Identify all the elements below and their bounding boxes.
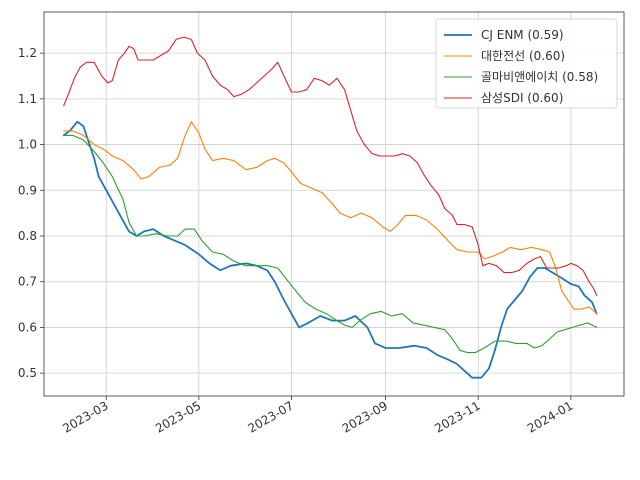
legend-label: 대한전선 (0.60) xyxy=(481,49,565,63)
legend-label: 삼성SDI (0.60) xyxy=(481,91,563,105)
series-line-0 xyxy=(62,120,598,379)
y-tick-label: 1.2 xyxy=(18,46,37,60)
series-layer xyxy=(62,36,598,379)
y-tick-label: 0.7 xyxy=(18,275,37,289)
y-tick-label: 1.1 xyxy=(18,92,37,106)
y-tick-label: 0.6 xyxy=(18,320,37,334)
plot-frame xyxy=(43,11,625,397)
series-line-1 xyxy=(63,121,598,315)
series-line-2 xyxy=(63,134,598,354)
y-tick-label: 0.9 xyxy=(18,183,37,197)
legend-label: CJ ENM (0.59) xyxy=(481,28,564,42)
legend: CJ ENM (0.59) 대한전선 (0.60) 골마비앤에이치 (0.58) 삼성… xyxy=(435,18,618,109)
y-axis: 0.5 0.6 0.7 0.8 0.9 1.0 1.1 1.2 xyxy=(18,46,44,380)
y-tick-label: 0.8 xyxy=(18,229,37,243)
legend-frame xyxy=(435,18,618,109)
y-tick-label: 0.5 xyxy=(18,366,37,380)
legend-label: 골마비앤에이치 (0.58) xyxy=(481,70,598,84)
series-line-3 xyxy=(63,36,598,296)
y-tick-label: 1.0 xyxy=(18,138,37,152)
